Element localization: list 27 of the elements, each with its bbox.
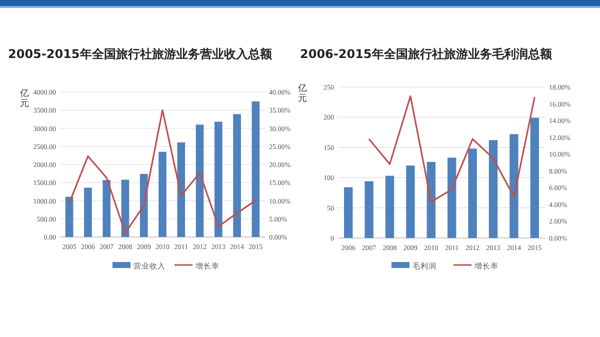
y-axis-title: 亿元 [297, 83, 307, 104]
bar [448, 158, 456, 238]
bar [344, 187, 353, 238]
line-series [368, 95, 536, 203]
bar [233, 114, 241, 237]
bar [426, 162, 436, 238]
line-series [68, 109, 256, 234]
bar [102, 180, 111, 237]
bar [530, 118, 539, 238]
bar [196, 124, 204, 237]
bar [364, 181, 374, 238]
bar [385, 176, 394, 238]
chart-title: 2006-2015年全国旅行社旅游业务毛利润总额 [300, 47, 553, 61]
bar [468, 148, 477, 238]
bar [252, 101, 260, 237]
bar [158, 152, 166, 237]
bar [140, 174, 148, 237]
bar [121, 180, 130, 237]
bar [488, 140, 498, 238]
bar [214, 122, 222, 237]
bar [177, 142, 186, 237]
bar [84, 188, 92, 237]
bar [510, 134, 518, 238]
bar [406, 166, 415, 238]
y-axis-title: 亿元 [19, 88, 29, 109]
bar [65, 196, 74, 237]
chart-title: 2005-2015年全国旅行社旅游业务营业收入总额 [8, 47, 273, 61]
